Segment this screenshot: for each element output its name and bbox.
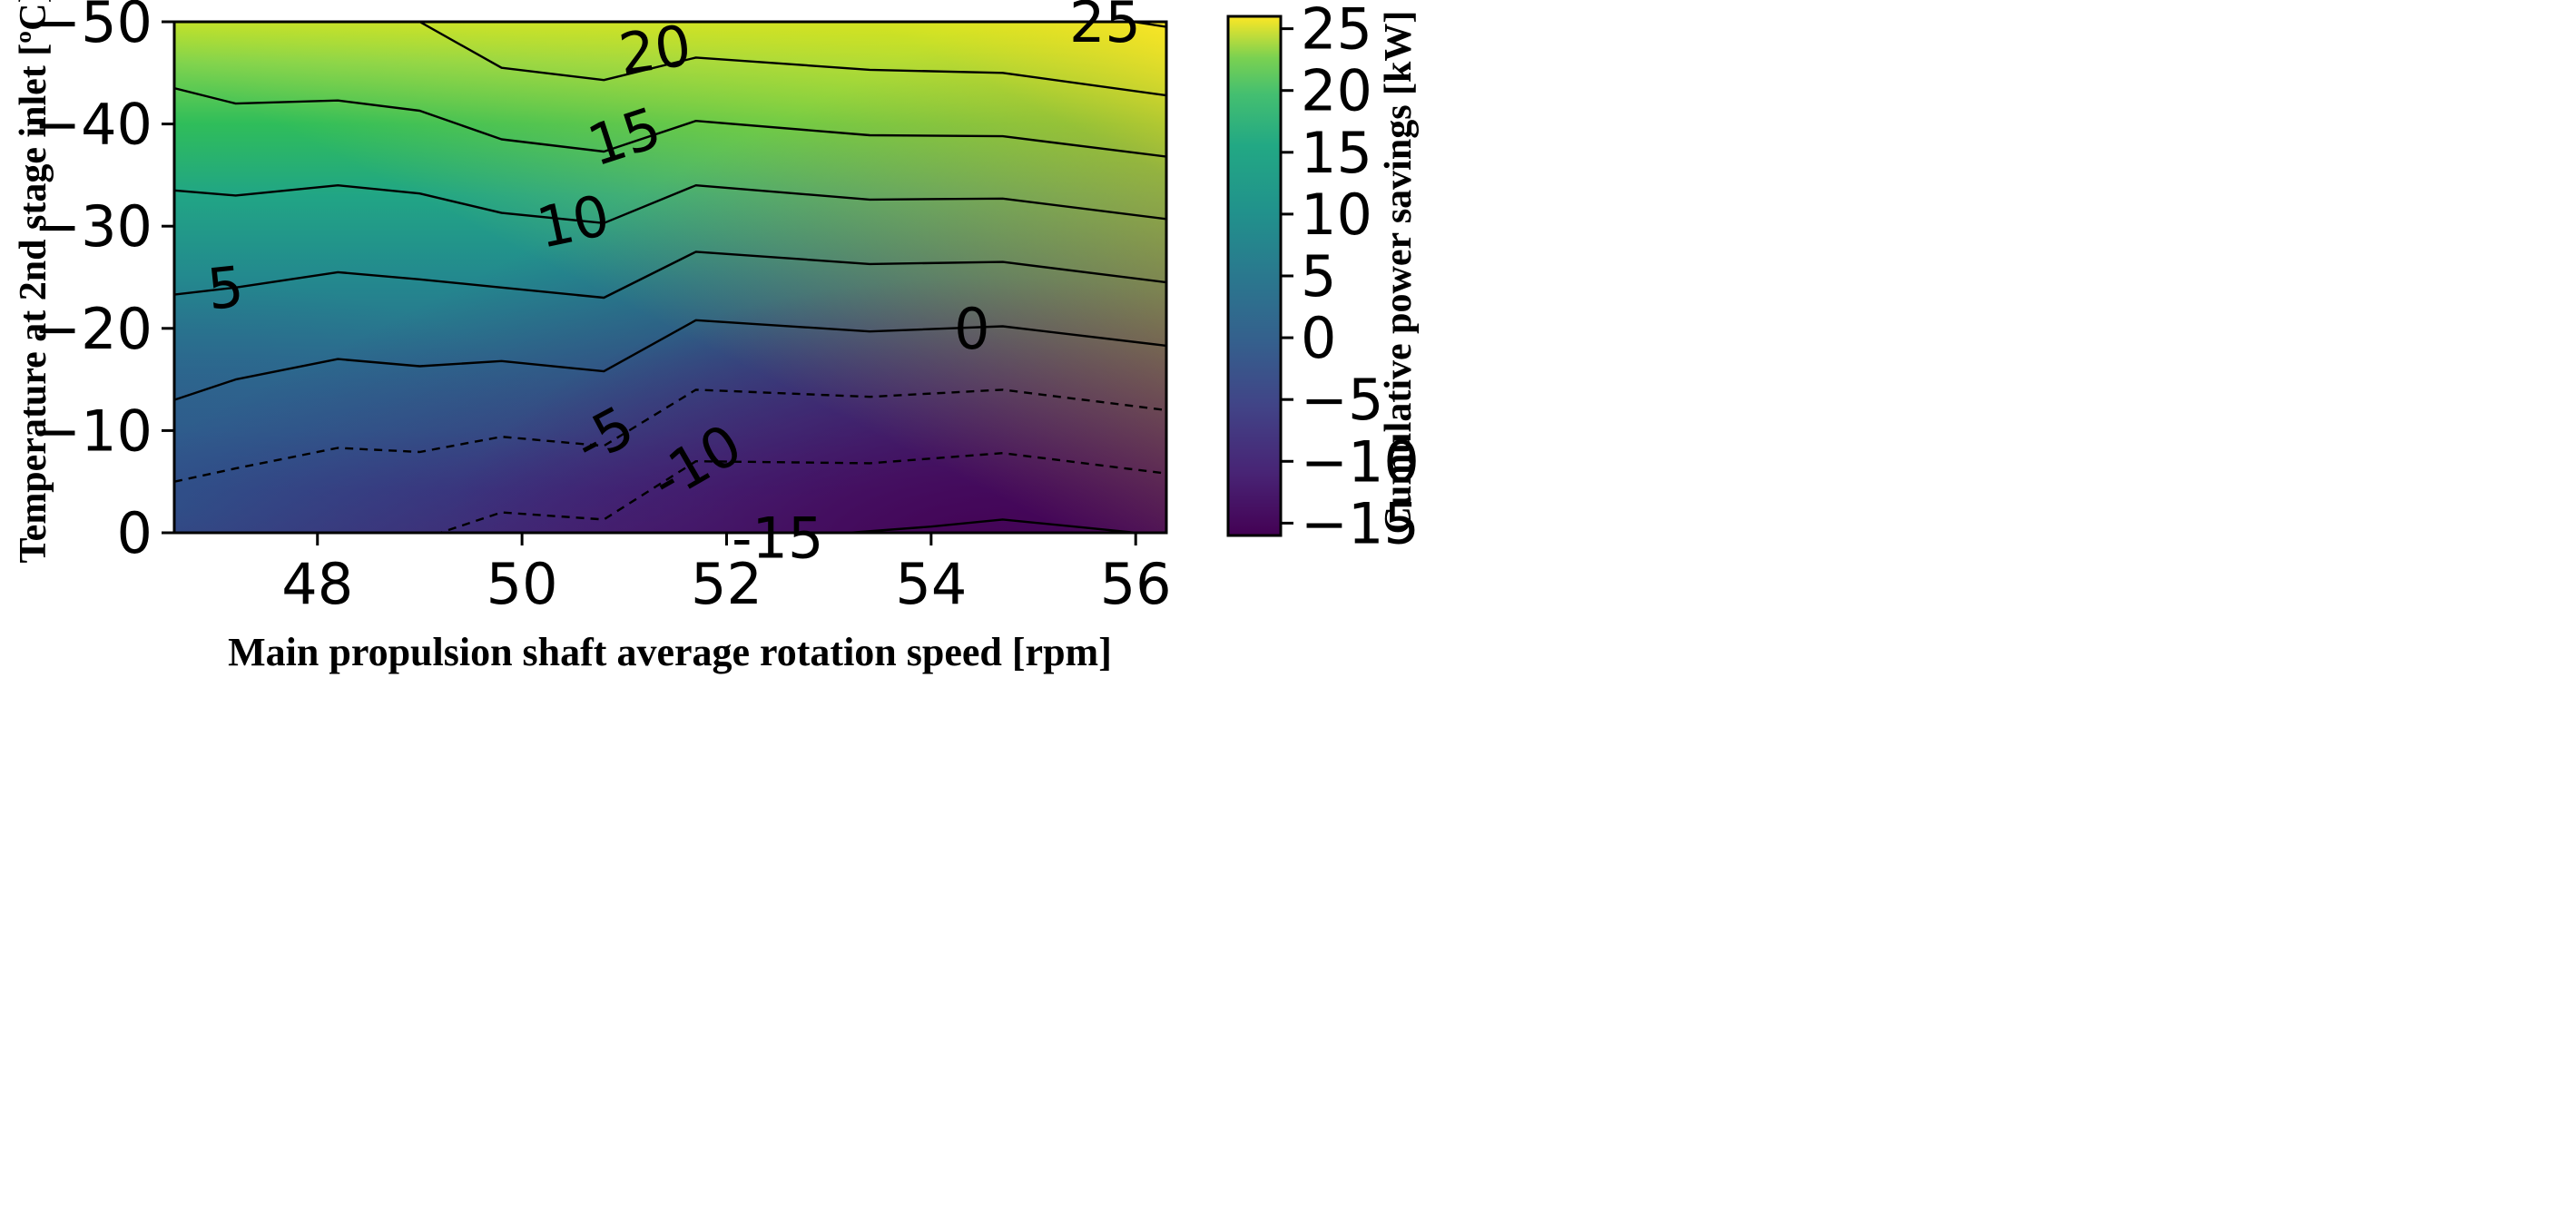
y-axis-title: Temperature at 2nd stage inlet [ºC] <box>13 0 54 563</box>
colorbar-title: Cumulative power savings [kW] <box>1378 11 1420 535</box>
contour-line-level-15 <box>174 87 1166 158</box>
colorbar-tick-label: 25 <box>1301 0 1372 63</box>
colorbar-gradient <box>1228 16 1281 535</box>
contour-line-level-5 <box>174 251 1166 300</box>
x-axis-ticks: 48 50 52 54 56 <box>281 533 1172 617</box>
x-tick-label: 50 <box>487 551 558 617</box>
x-tick-label: 48 <box>281 551 353 617</box>
contour-label-level-10: 10 <box>531 182 615 261</box>
y-tick-label: −50 <box>34 0 152 55</box>
plot-frame <box>172 20 1168 535</box>
contour-lines <box>174 22 1166 533</box>
colorbar-tick-label: 5 <box>1301 243 1336 309</box>
contour-line-level--15 <box>849 518 1136 533</box>
colorbar-tick-label: −5 <box>1301 367 1383 433</box>
x-axis-title: Main propulsion shaft average rotation s… <box>228 630 1112 674</box>
contour-line-level--5 <box>174 388 1166 483</box>
contour-line-level-25 <box>1126 22 1166 28</box>
x-tick-label: 52 <box>691 551 762 617</box>
contour-label-level-25: 25 <box>1069 0 1141 55</box>
x-tick-label: 56 <box>1100 551 1172 617</box>
y-tick-label: −30 <box>34 193 152 260</box>
contour-label-level--15: -15 <box>732 506 823 572</box>
colorbar-tick-label: 0 <box>1301 305 1336 371</box>
colorbar-tick-label: 10 <box>1301 182 1372 248</box>
contour-line-level--10 <box>426 452 1166 533</box>
heatmap-yellow-corner <box>174 22 1166 533</box>
contour-label-level-0: 0 <box>954 296 989 362</box>
y-tick-label: 0 <box>117 500 152 566</box>
y-tick-label: −20 <box>34 296 152 362</box>
colorbar-tick-label: 20 <box>1301 58 1372 124</box>
contour-line-level-0 <box>174 319 1166 401</box>
contour-line-level-20 <box>418 22 1166 97</box>
contour-label-level-20: 20 <box>615 12 695 87</box>
x-tick-label: 54 <box>895 551 967 617</box>
colorbar-tick-label: −15 <box>1301 490 1420 556</box>
y-tick-label: −40 <box>34 92 152 158</box>
y-axis-ticks: −50 −40 −30 −20 −10 0 <box>34 0 174 566</box>
contour-line-level-10 <box>174 183 1166 225</box>
colorbar-tick-label: 15 <box>1301 120 1372 186</box>
y-tick-label: −10 <box>34 398 152 464</box>
contour-label-level-5: 5 <box>204 253 247 323</box>
colorbar-tick-label: −10 <box>1301 428 1420 495</box>
